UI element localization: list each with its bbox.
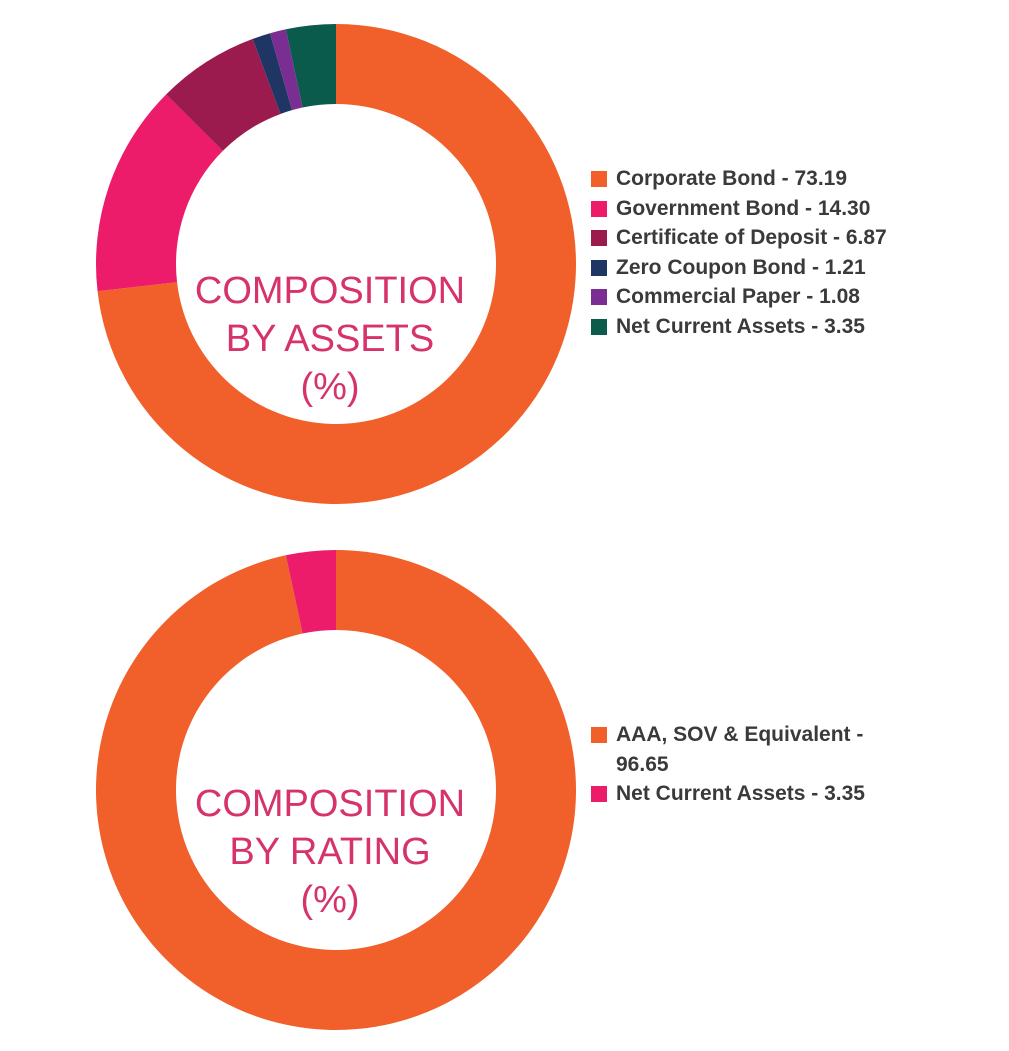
rating-legend-swatch [591,786,607,802]
assets-legend-swatch [591,289,607,305]
rating-slice-2 [285,550,336,634]
assets-legend-label: Government Bond - 14.30 [616,196,871,220]
assets-legend-item: Certificate of Deposit - 6.87 [591,223,887,253]
rating-legend-swatch [591,727,607,743]
composition-by-assets-chart: COMPOSITION BY ASSETS (%) Corporate Bond… [0,0,1009,525]
assets-slice-6 [285,24,336,108]
composition-by-rating-chart: COMPOSITION BY RATING (%) AAA, SOV & Equ… [0,526,1009,1051]
rating-legend-item: Net Current Assets - 3.35 [591,779,906,809]
assets-center-line-1: COMPOSITION [194,270,466,312]
assets-legend-swatch [591,200,607,217]
rating-donut-svg [95,550,576,1030]
assets-slice-4 [252,33,293,114]
rating-slice-1 [95,550,576,1030]
assets-legend-label: Commercial Paper - 1.08 [616,285,860,308]
assets-center-label: COMPOSITION BY ASSETS (%) [180,267,480,411]
assets-center-line-3: (%) [300,366,360,408]
assets-legend-label: Corporate Bond - 73.19 [616,167,848,190]
rating-center-line-3: (%) [300,879,360,921]
assets-legend-item: Commercial Paper - 1.08 [591,282,887,312]
assets-center-line-2: BY ASSETS [225,318,435,360]
assets-slice-2 [95,94,223,292]
assets-slice-3 [166,38,281,151]
rating-center-label: COMPOSITION BY RATING (%) [180,780,480,924]
assets-slice-5 [270,29,303,111]
assets-donut-svg [95,24,576,505]
assets-legend-item: Corporate Bond - 73.19 [591,164,887,194]
assets-legend-item: Zero Coupon Bond - 1.21 [591,253,887,283]
rating-legend: AAA, SOV & Equivalent - 96.65 Net Current… [591,720,906,809]
rating-legend-item: AAA, SOV & Equivalent - 96.65 [591,720,906,779]
assets-legend-label: Net Current Assets - 3.35 [616,314,865,338]
assets-legend: Corporate Bond - 73.19 Government Bond - … [591,164,887,341]
rating-legend-label: AAA, SOV & Equivalent - 96.65 [616,723,864,776]
assets-legend-item: Government Bond - 14.30 [591,194,887,224]
assets-legend-label: Certificate of Deposit - 6.87 [616,226,887,249]
rating-center-line-2: BY RATING [229,831,431,873]
rating-center-line-1: COMPOSITION [194,783,466,825]
assets-slice-1 [97,24,576,505]
assets-legend-swatch [591,230,607,246]
assets-legend-swatch [591,318,607,335]
assets-legend-item: Net Current Assets - 3.35 [591,312,887,342]
assets-legend-swatch [591,171,607,187]
assets-legend-swatch [591,259,607,276]
assets-legend-label: Zero Coupon Bond - 1.21 [616,255,866,279]
rating-legend-label: Net Current Assets - 3.35 [616,782,865,805]
